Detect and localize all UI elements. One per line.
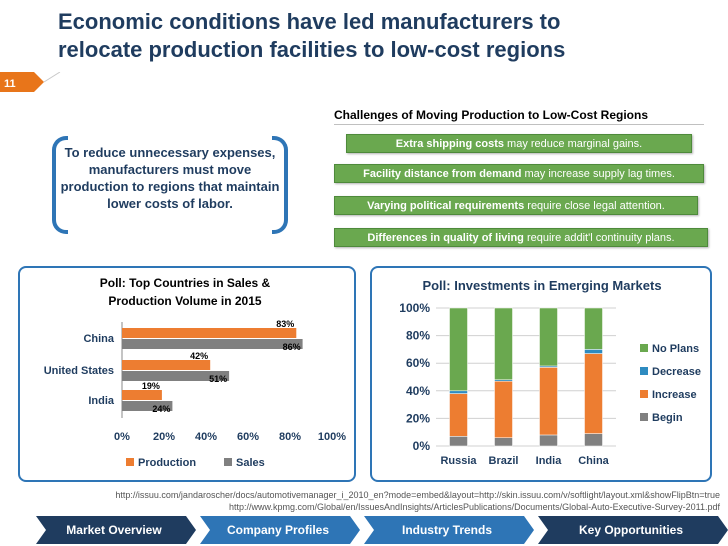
bar-segment [494, 380, 513, 438]
investments-chart-panel [370, 266, 712, 482]
bar [122, 339, 303, 349]
bar-segment [449, 307, 468, 392]
legend-swatch [640, 413, 648, 421]
investments-chart: 0% 20% 40% 60% 80% 100% Russia Brazil India China… [399, 301, 701, 467]
nav-market-overview[interactable]: Market Overview [66, 523, 162, 537]
slide-number: 11 [4, 78, 16, 90]
legend-swatch [640, 367, 648, 375]
bar-segment [494, 307, 513, 381]
tick-label: 20% [406, 411, 430, 425]
source-url-2[interactable]: http://www.kpmg.com/Global/en/IssuesAndI… [228, 502, 720, 512]
legend-label: Decrease [652, 366, 701, 378]
data-label: 86% [283, 342, 301, 352]
challenge-bold: Facility distance from demand [363, 168, 522, 180]
tick-label: 40% [406, 384, 430, 398]
category-label: India [88, 395, 115, 407]
bar [122, 390, 162, 400]
source-url-1[interactable]: http://issuu.com/jandaroscher/docs/autom… [115, 490, 720, 500]
data-label: 24% [152, 404, 170, 414]
legend-swatch [126, 458, 134, 466]
tick-label: 100% [318, 431, 346, 443]
nav-key-opportunities[interactable]: Key Opportunities [578, 523, 683, 537]
category-label: Brazil [489, 455, 519, 467]
challenge-item: Differences in quality of living require… [334, 228, 708, 247]
tick-label: 40% [195, 431, 217, 443]
data-label: 51% [209, 374, 227, 384]
bar-segment [539, 434, 558, 447]
bar-segment [494, 437, 513, 447]
bar-segment [449, 436, 468, 447]
bar [122, 360, 211, 370]
investments-chart-title: Poll: Investments in Emerging Markets [422, 278, 662, 293]
sales-production-chart: China 83% 86% United States 42% 51% India 19% 24… [44, 320, 347, 469]
bar [122, 371, 230, 381]
bar-segment [539, 307, 558, 367]
category-label: China [578, 455, 609, 467]
tick-label: 0% [413, 439, 431, 453]
tick-label: 80% [406, 329, 430, 343]
tick-label: 60% [237, 431, 259, 443]
legend-swatch [640, 344, 648, 352]
bar-segment [449, 393, 468, 437]
legend-label: No Plans [652, 343, 699, 355]
challenge-rest: require close legal attention. [524, 200, 665, 212]
legend-label: Increase [652, 389, 697, 401]
challenge-bold: Extra shipping costs [395, 138, 504, 150]
bar [122, 328, 297, 338]
challenge-bold: Differences in quality of living [367, 232, 524, 244]
nav-company-profiles[interactable]: Company Profiles [226, 523, 330, 537]
bar-segment [539, 367, 558, 436]
legend-label: Production [138, 457, 196, 469]
sales-production-chart-title: Poll: Top Countries in Sales & Productio… [60, 274, 310, 310]
quote-text: To reduce unnecessary expenses, manufact… [60, 145, 280, 211]
slide-title-line-1: Economic conditions have led manufacture… [58, 9, 561, 34]
challenge-item: Extra shipping costs may reduce marginal… [346, 134, 692, 153]
left-bracket [52, 136, 68, 234]
nav-industry-trends[interactable]: Industry Trends [401, 523, 493, 537]
bar-segment [584, 353, 603, 434]
legend-label: Begin [652, 412, 683, 424]
tick-label: 80% [279, 431, 301, 443]
sales-production-chart-panel [18, 266, 356, 482]
slide-title: Economic conditions have led manufacture… [58, 8, 658, 64]
challenge-item: Varying political requirements require c… [334, 196, 698, 215]
bar-segment [584, 307, 603, 350]
challenge-rest: may reduce marginal gains. [504, 138, 643, 150]
nav-bar-shapes [36, 516, 728, 544]
sales-production-chart-title-line-2: Production Volume in 2015 [108, 294, 262, 308]
bar [122, 401, 173, 411]
slide-number-bar [0, 72, 61, 92]
tick-label: 20% [153, 431, 175, 443]
category-label: United States [44, 365, 114, 377]
legend-label: Sales [236, 457, 265, 469]
bar-segment [584, 349, 603, 354]
legend-swatch [224, 458, 232, 466]
data-label: 19% [142, 381, 160, 391]
challenges-heading: Challenges of Moving Production to Low-C… [334, 108, 704, 125]
sales-production-chart-title-line-1: Poll: Top Countries in Sales & [99, 276, 271, 290]
challenge-bold: Varying political requirements [367, 200, 525, 212]
category-label: India [536, 455, 563, 467]
slide-title-line-2: relocate production facilities to low-co… [58, 37, 566, 62]
challenge-rest: require addit'l continuity plans. [523, 232, 675, 244]
category-label: Russia [440, 455, 477, 467]
data-label: 83% [276, 320, 294, 329]
tick-label: 0% [114, 431, 130, 443]
bar-segment [584, 433, 603, 447]
tick-label: 60% [406, 356, 430, 370]
quote-box: To reduce unnecessary expenses, manufact… [52, 136, 288, 234]
bar-segment [449, 390, 468, 394]
category-label: China [83, 333, 114, 345]
challenge-item: Facility distance from demand may increa… [334, 164, 704, 183]
tick-label: 100% [399, 301, 430, 315]
data-label: 42% [190, 351, 208, 361]
challenge-rest: may increase supply lag times. [521, 168, 675, 180]
legend-swatch [640, 390, 648, 398]
right-bracket [272, 136, 288, 234]
